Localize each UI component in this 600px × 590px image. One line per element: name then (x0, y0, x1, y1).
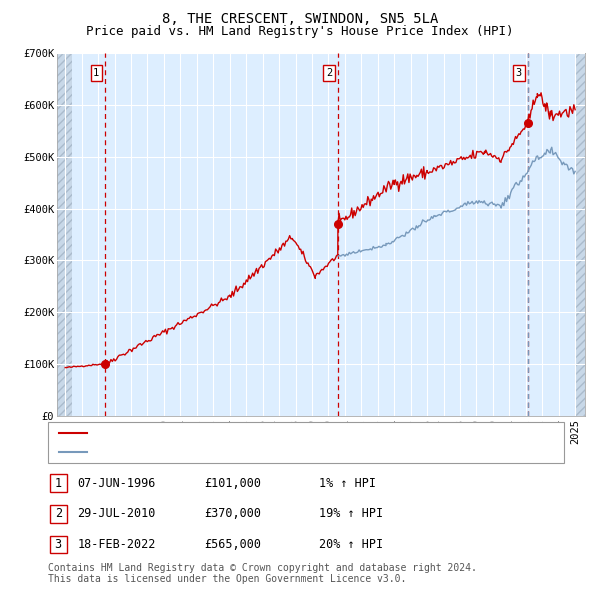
Text: 1: 1 (55, 477, 62, 490)
Text: £101,000: £101,000 (205, 477, 262, 490)
Text: 1: 1 (93, 68, 100, 78)
Text: Price paid vs. HM Land Registry's House Price Index (HPI): Price paid vs. HM Land Registry's House … (86, 25, 514, 38)
Text: 20% ↑ HPI: 20% ↑ HPI (319, 538, 383, 551)
Text: HPI: Average price, detached house, Wiltshire: HPI: Average price, detached house, Wilt… (93, 445, 413, 458)
Text: 29-JUL-2010: 29-JUL-2010 (77, 507, 156, 520)
Text: £565,000: £565,000 (205, 538, 262, 551)
Text: 3: 3 (516, 68, 522, 78)
Text: 18-FEB-2022: 18-FEB-2022 (77, 538, 156, 551)
Text: 3: 3 (55, 538, 62, 551)
Text: 8, THE CRESCENT, SWINDON, SN5 5LA (detached house): 8, THE CRESCENT, SWINDON, SN5 5LA (detac… (93, 427, 449, 440)
Text: 1% ↑ HPI: 1% ↑ HPI (319, 477, 376, 490)
Bar (57, 53, 72, 416)
Text: 8, THE CRESCENT, SWINDON, SN5 5LA: 8, THE CRESCENT, SWINDON, SN5 5LA (162, 12, 438, 26)
Text: 07-JUN-1996: 07-JUN-1996 (77, 477, 156, 490)
Text: 19% ↑ HPI: 19% ↑ HPI (319, 507, 383, 520)
Text: Contains HM Land Registry data © Crown copyright and database right 2024.
This d: Contains HM Land Registry data © Crown c… (48, 563, 477, 585)
Text: 2: 2 (326, 68, 332, 78)
Text: £370,000: £370,000 (205, 507, 262, 520)
Bar (577, 53, 585, 416)
Text: 2: 2 (55, 507, 62, 520)
